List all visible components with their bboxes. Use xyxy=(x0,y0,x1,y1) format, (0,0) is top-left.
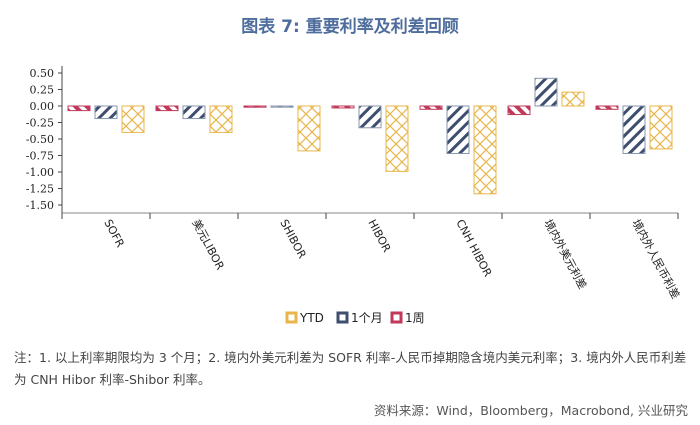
bar-YTD-境内外美元利差 xyxy=(561,91,585,107)
x-tick-label: 境内外美元利差 xyxy=(541,217,590,292)
y-tick-label: -1.50 xyxy=(26,199,54,212)
bar-YTD-SOFR xyxy=(121,105,145,133)
bar-1个月-境内外美元利差 xyxy=(534,77,558,107)
y-tick-label: -0.75 xyxy=(26,150,54,163)
bar-YTD-CNH HIBOR xyxy=(473,105,497,195)
legend-label: 1个月 xyxy=(351,311,383,325)
bar-1个月-CNH HIBOR xyxy=(446,105,470,155)
bar-chart: 0.50 0.25 0.00 -0.25 -0.50 -0.75 -1.00 -1.25 -1.… xyxy=(26,66,683,325)
bar-1周-SOFR xyxy=(67,105,91,112)
x-tick-label: HIBOR xyxy=(365,217,393,254)
bar-YTD-美元LIBOR xyxy=(209,105,233,133)
bar-YTD-境内外人民币利差 xyxy=(649,105,673,150)
bar-1个月-SHIBOR xyxy=(270,105,294,108)
legend-label: 1周 xyxy=(405,311,425,325)
source-note: 资料来源：Wind，Bloomberg，Macrobond, 兴业研究 xyxy=(373,403,688,418)
bar-YTD-HIBOR xyxy=(385,105,409,172)
bar-1周-CNH HIBOR xyxy=(419,105,443,110)
legend-swatch xyxy=(336,311,349,324)
bar-1周-SHIBOR xyxy=(243,105,267,108)
x-tick-label: CNH HIBOR xyxy=(453,217,494,279)
y-tick-label: -0.25 xyxy=(26,117,54,130)
footnote: 注：1. 以上利率期限均为 3 个月；2. 境内外美元利差为 SOFR 利率-人… xyxy=(14,350,687,387)
bar-1周-境内外美元利差 xyxy=(507,105,531,116)
legend-label: YTD xyxy=(299,311,324,325)
bar-1周-HIBOR xyxy=(331,105,355,109)
legend-swatch xyxy=(390,311,403,324)
bar-YTD-SHIBOR xyxy=(297,105,321,152)
bar-1个月-美元LIBOR xyxy=(182,105,206,120)
y-tick-label: 0.00 xyxy=(30,100,55,113)
y-tick-label: -0.50 xyxy=(26,133,54,146)
x-tick-label: SOFR xyxy=(101,217,127,250)
x-tick-label: 境内外人民币利差 xyxy=(629,217,683,301)
legend-swatch xyxy=(285,311,298,324)
y-tick-label: 0.25 xyxy=(30,84,55,97)
y-tick-label: -1.00 xyxy=(26,166,54,179)
y-tick-label: 0.50 xyxy=(30,67,55,80)
y-tick-label: -1.25 xyxy=(26,183,54,196)
chart-title: 图表 7: 重要利率及利差回顾 xyxy=(241,17,459,37)
bar-1个月-HIBOR xyxy=(358,105,382,129)
x-tick-label: SHIBOR xyxy=(277,217,308,261)
bar-1周-美元LIBOR xyxy=(155,105,179,112)
x-tick-label: 美元LIBOR xyxy=(189,217,226,272)
bar-1周-境内外人民币利差 xyxy=(595,105,619,110)
bar-1个月-SOFR xyxy=(94,105,118,120)
bar-1个月-境内外人民币利差 xyxy=(622,105,646,155)
